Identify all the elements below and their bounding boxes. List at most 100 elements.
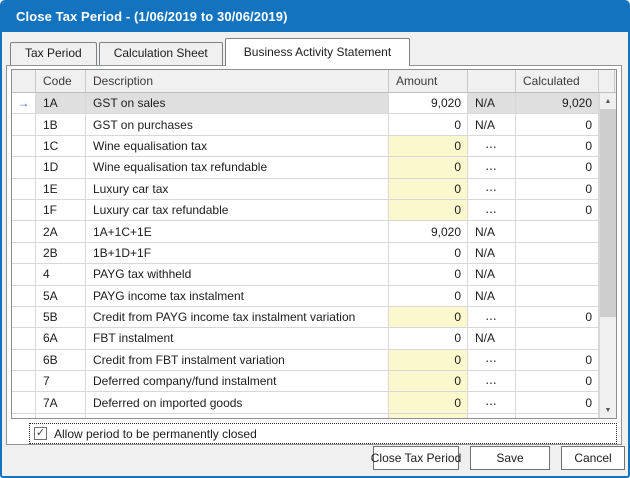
tab-calculation-sheet[interactable]: Calculation Sheet [98, 42, 223, 65]
description-cell[interactable]: Luxury car tax [86, 178, 389, 199]
row-indicator-cell [12, 371, 36, 392]
save-button[interactable]: Save [470, 446, 550, 470]
description-cell[interactable]: PAYG tax withheld [86, 264, 389, 285]
amount-cell[interactable]: 0 [389, 157, 468, 178]
code-cell[interactable]: 1C [36, 135, 86, 157]
code-cell[interactable]: 1F [36, 199, 86, 221]
header-code[interactable]: Code [36, 70, 86, 92]
code-cell[interactable]: 2A [36, 221, 86, 242]
amount-cell[interactable]: 0 [389, 285, 468, 306]
description-cell[interactable]: Credit from PAYG income tax instalment v… [86, 306, 389, 328]
table-row[interactable]: 1D Wine equalisation tax refundable 0 ..… [12, 157, 616, 179]
table-row[interactable]: 7 Deferred company/fund instalment 0 ...… [12, 371, 616, 393]
code-cell[interactable]: 1A [36, 93, 86, 114]
ellipsis-button[interactable]: ... [468, 392, 516, 413]
description-cell[interactable]: Deferred company/fund instalment [86, 371, 389, 392]
header-amount[interactable]: Amount [389, 70, 468, 92]
dialog-title: Close Tax Period - (1/06/2019 to 30/06/2… [16, 9, 288, 24]
description-cell[interactable]: FBT instalment [86, 328, 389, 349]
amount-cell[interactable]: 0 [389, 199, 468, 221]
close-tax-period-button[interactable]: Close Tax Period [371, 446, 461, 470]
amount-cell[interactable]: 9,020 [389, 93, 468, 114]
code-cell[interactable]: 1B [36, 114, 86, 135]
table-row[interactable]: 5B Credit from PAYG income tax instalmen… [12, 306, 616, 329]
code-cell[interactable]: 4 [36, 264, 86, 285]
table-row[interactable]: 1F Luxury car tax refundable 0 ... 0 [12, 199, 616, 222]
table-row[interactable]: 1B GST on purchases 0 N/A 0 [12, 114, 616, 136]
cancel-button[interactable]: Cancel [561, 446, 625, 470]
table-row[interactable]: 6B Credit from FBT instalment variation … [12, 349, 616, 372]
table-row[interactable]: 1E Luxury car tax 0 ... 0 [12, 178, 616, 200]
ellipsis-button[interactable]: ... [468, 371, 516, 392]
ellipsis-button[interactable]: ... [468, 199, 516, 221]
tab-tax-period[interactable]: Tax Period [10, 42, 97, 65]
table-row[interactable]: → 1A GST on sales 9,020 N/A 9,020 [12, 93, 616, 115]
partial-cell [36, 413, 86, 418]
table-row[interactable]: 2B 1B+1D+1F 0 N/A [12, 242, 616, 265]
code-cell[interactable]: 2B [36, 242, 86, 264]
amount-cell[interactable]: 0 [389, 135, 468, 157]
code-cell[interactable]: 5A [36, 285, 86, 306]
amount-cell[interactable]: 0 [389, 306, 468, 328]
description-cell[interactable]: Wine equalisation tax refundable [86, 157, 389, 178]
amount-cell[interactable]: 0 [389, 242, 468, 264]
tab-business-activity-statement[interactable]: Business Activity Statement [224, 38, 411, 66]
description-cell[interactable]: GST on purchases [86, 114, 389, 135]
partial-row [12, 413, 616, 418]
description-cell[interactable]: Luxury car tax refundable [86, 199, 389, 221]
amount-cell[interactable]: 0 [389, 178, 468, 199]
amount-cell[interactable]: 0 [389, 371, 468, 392]
row-indicator-cell [12, 264, 36, 285]
table-row[interactable]: 4 PAYG tax withheld 0 N/A [12, 264, 616, 286]
scrollbar-track[interactable] [600, 109, 616, 402]
amount-cell[interactable]: 0 [389, 328, 468, 349]
table-row[interactable]: 5A PAYG income tax instalment 0 N/A [12, 285, 616, 307]
header-mid[interactable] [468, 70, 516, 92]
table-row[interactable]: 7A Deferred on imported goods 0 ... 0 [12, 392, 616, 414]
description-cell[interactable]: 1B+1D+1F [86, 242, 389, 264]
allow-close-checkbox-row[interactable]: ✓ Allow period to be permanently closed [29, 423, 617, 444]
ellipsis-button[interactable]: ... [468, 349, 516, 371]
amount-cell[interactable]: 9,020 [389, 221, 468, 242]
calculated-cell: 0 [516, 135, 599, 157]
header-description[interactable]: Description [86, 70, 389, 92]
ellipsis-button[interactable]: ... [468, 157, 516, 178]
description-cell[interactable]: 1A+1C+1E [86, 221, 389, 242]
checkbox-checked-icon[interactable]: ✓ [34, 427, 47, 440]
vertical-scrollbar[interactable]: ▲ ▼ [599, 93, 616, 418]
calculated-cell [516, 242, 599, 264]
calculated-cell [516, 221, 599, 242]
ellipsis-button[interactable]: ... [468, 135, 516, 157]
code-cell[interactable]: 1E [36, 178, 86, 199]
description-cell[interactable]: Deferred on imported goods [86, 392, 389, 413]
code-cell[interactable]: 6B [36, 349, 86, 371]
table-row[interactable]: 1C Wine equalisation tax 0 ... 0 [12, 135, 616, 158]
header-calculated[interactable]: Calculated [516, 70, 599, 92]
amount-cell[interactable]: 0 [389, 349, 468, 371]
table-row[interactable]: 6A FBT instalment 0 N/A [12, 328, 616, 350]
description-cell[interactable]: Credit from FBT instalment variation [86, 349, 389, 371]
code-cell[interactable]: 6A [36, 328, 86, 349]
ellipsis-button[interactable]: ... [468, 306, 516, 328]
scrollbar-down-icon[interactable]: ▼ [600, 402, 616, 418]
description-cell[interactable]: Wine equalisation tax [86, 135, 389, 157]
row-indicator-cell [12, 221, 36, 242]
code-cell[interactable]: 1D [36, 157, 86, 178]
dialog-titlebar[interactable]: Close Tax Period - (1/06/2019 to 30/06/2… [2, 2, 628, 32]
scrollbar-up-icon[interactable]: ▲ [600, 93, 616, 109]
table-row[interactable]: 2A 1A+1C+1E 9,020 N/A [12, 221, 616, 243]
code-cell[interactable]: 7A [36, 392, 86, 413]
amount-cell[interactable]: 0 [389, 392, 468, 413]
ellipsis-button[interactable]: ... [468, 178, 516, 199]
calculated-cell: 0 [516, 371, 599, 392]
scrollbar-thumb[interactable] [600, 109, 616, 317]
code-cell[interactable]: 5B [36, 306, 86, 328]
mid-cell: N/A [468, 221, 516, 242]
description-cell[interactable]: PAYG income tax instalment [86, 285, 389, 306]
calculated-cell [516, 264, 599, 285]
description-cell[interactable]: GST on sales [86, 93, 389, 114]
amount-cell[interactable]: 0 [389, 264, 468, 285]
code-cell[interactable]: 7 [36, 371, 86, 392]
row-indicator-cell [12, 242, 36, 264]
amount-cell[interactable]: 0 [389, 114, 468, 135]
